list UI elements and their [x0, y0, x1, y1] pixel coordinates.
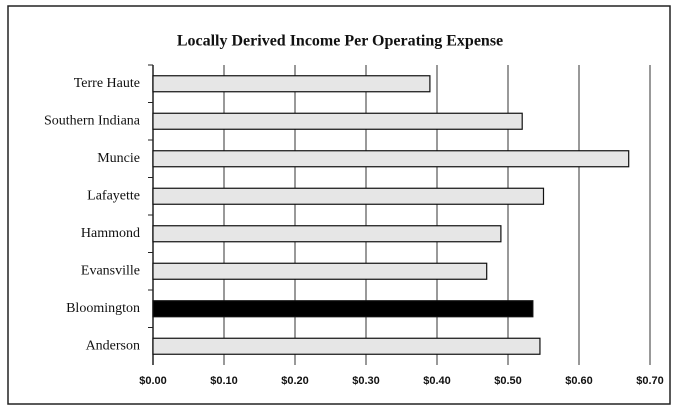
- category-label: Evansville: [81, 263, 140, 278]
- bar: [152, 300, 534, 318]
- x-tick-label: $0.50: [494, 375, 522, 387]
- bar: [152, 225, 502, 243]
- chart-title: Locally Derived Income Per Operating Exp…: [177, 33, 503, 50]
- category-label: Lafayette: [87, 188, 140, 203]
- x-tick-label: $0.40: [423, 375, 451, 387]
- bar: [152, 262, 488, 280]
- x-tick-label: $0.30: [352, 375, 380, 387]
- bar: [152, 150, 630, 168]
- x-tick-label: $0.20: [281, 375, 309, 387]
- x-tick-label: $0.00: [139, 375, 167, 387]
- category-label: Terre Haute: [74, 76, 140, 91]
- x-tick-label: $0.70: [636, 375, 664, 387]
- category-label: Southern Indiana: [44, 113, 141, 128]
- bar: [152, 75, 431, 93]
- category-label: Anderson: [86, 338, 140, 353]
- x-tick-label: $0.10: [210, 375, 238, 387]
- category-label: Bloomington: [66, 301, 140, 316]
- category-label: Hammond: [81, 226, 140, 241]
- frame: [7, 5, 671, 405]
- bar: [152, 337, 541, 355]
- category-label: Muncie: [97, 151, 140, 166]
- bar: [152, 112, 523, 130]
- x-tick-label: $0.60: [565, 375, 593, 387]
- bar: [152, 187, 545, 205]
